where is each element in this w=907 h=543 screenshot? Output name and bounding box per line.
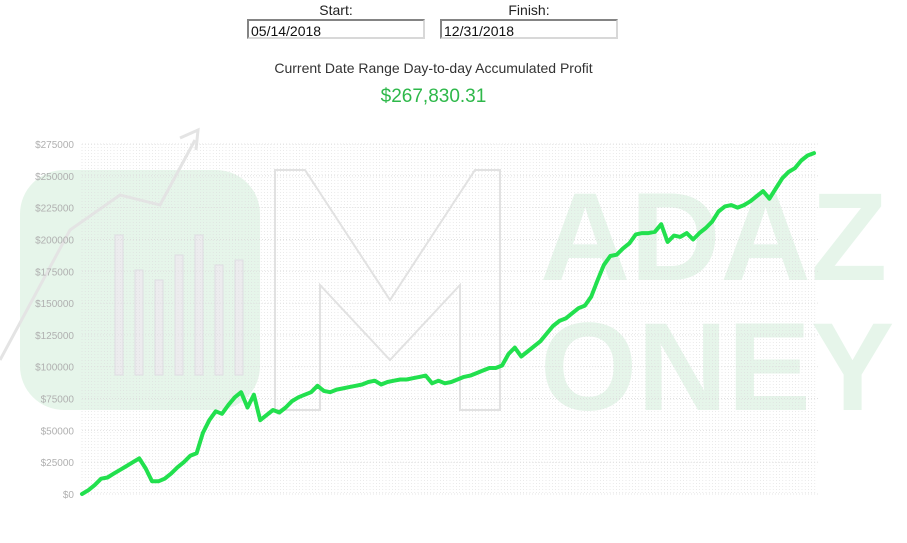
accumulated-profit-chart: $0 $25000 $50000 $75000 $100000 $125000 $15000… [35, 140, 818, 501]
finish-date-group: Finish: 12/31/2018 [440, 2, 618, 39]
y-tick-label: $0 [63, 490, 75, 501]
y-tick-label: $75000 [41, 395, 75, 406]
y-tick-label: $50000 [41, 426, 75, 437]
y-tick-label: $25000 [41, 458, 75, 469]
y-tick-label: $225000 [35, 204, 74, 215]
y-tick-label: $150000 [35, 299, 74, 310]
vertical-gridlines [81, 144, 816, 494]
finish-date-input[interactable]: 12/31/2018 [440, 19, 618, 39]
start-label: Start: [319, 2, 353, 18]
y-tick-label: $125000 [35, 331, 74, 342]
y-tick-label: $100000 [35, 363, 74, 374]
y-tick-label: $275000 [35, 140, 74, 151]
range-profit-value: $267,830.31 [380, 86, 487, 107]
range-profit-title: Current Date Range Day-to-day Accumulate… [274, 60, 593, 76]
finish-label: Finish: [508, 2, 550, 18]
watermark-text-line2: ONEY [540, 298, 894, 420]
profit-series-line [80, 151, 816, 496]
y-tick-label: $200000 [35, 235, 74, 246]
start-date-group: Start: 05/14/2018 [247, 2, 425, 39]
y-tick-label: $250000 [35, 172, 74, 183]
start-date-input[interactable]: 05/14/2018 [247, 19, 425, 39]
y-axis: $0 $25000 $50000 $75000 $100000 $125000 $15000… [35, 140, 74, 501]
y-tick-label: $175000 [35, 267, 74, 278]
